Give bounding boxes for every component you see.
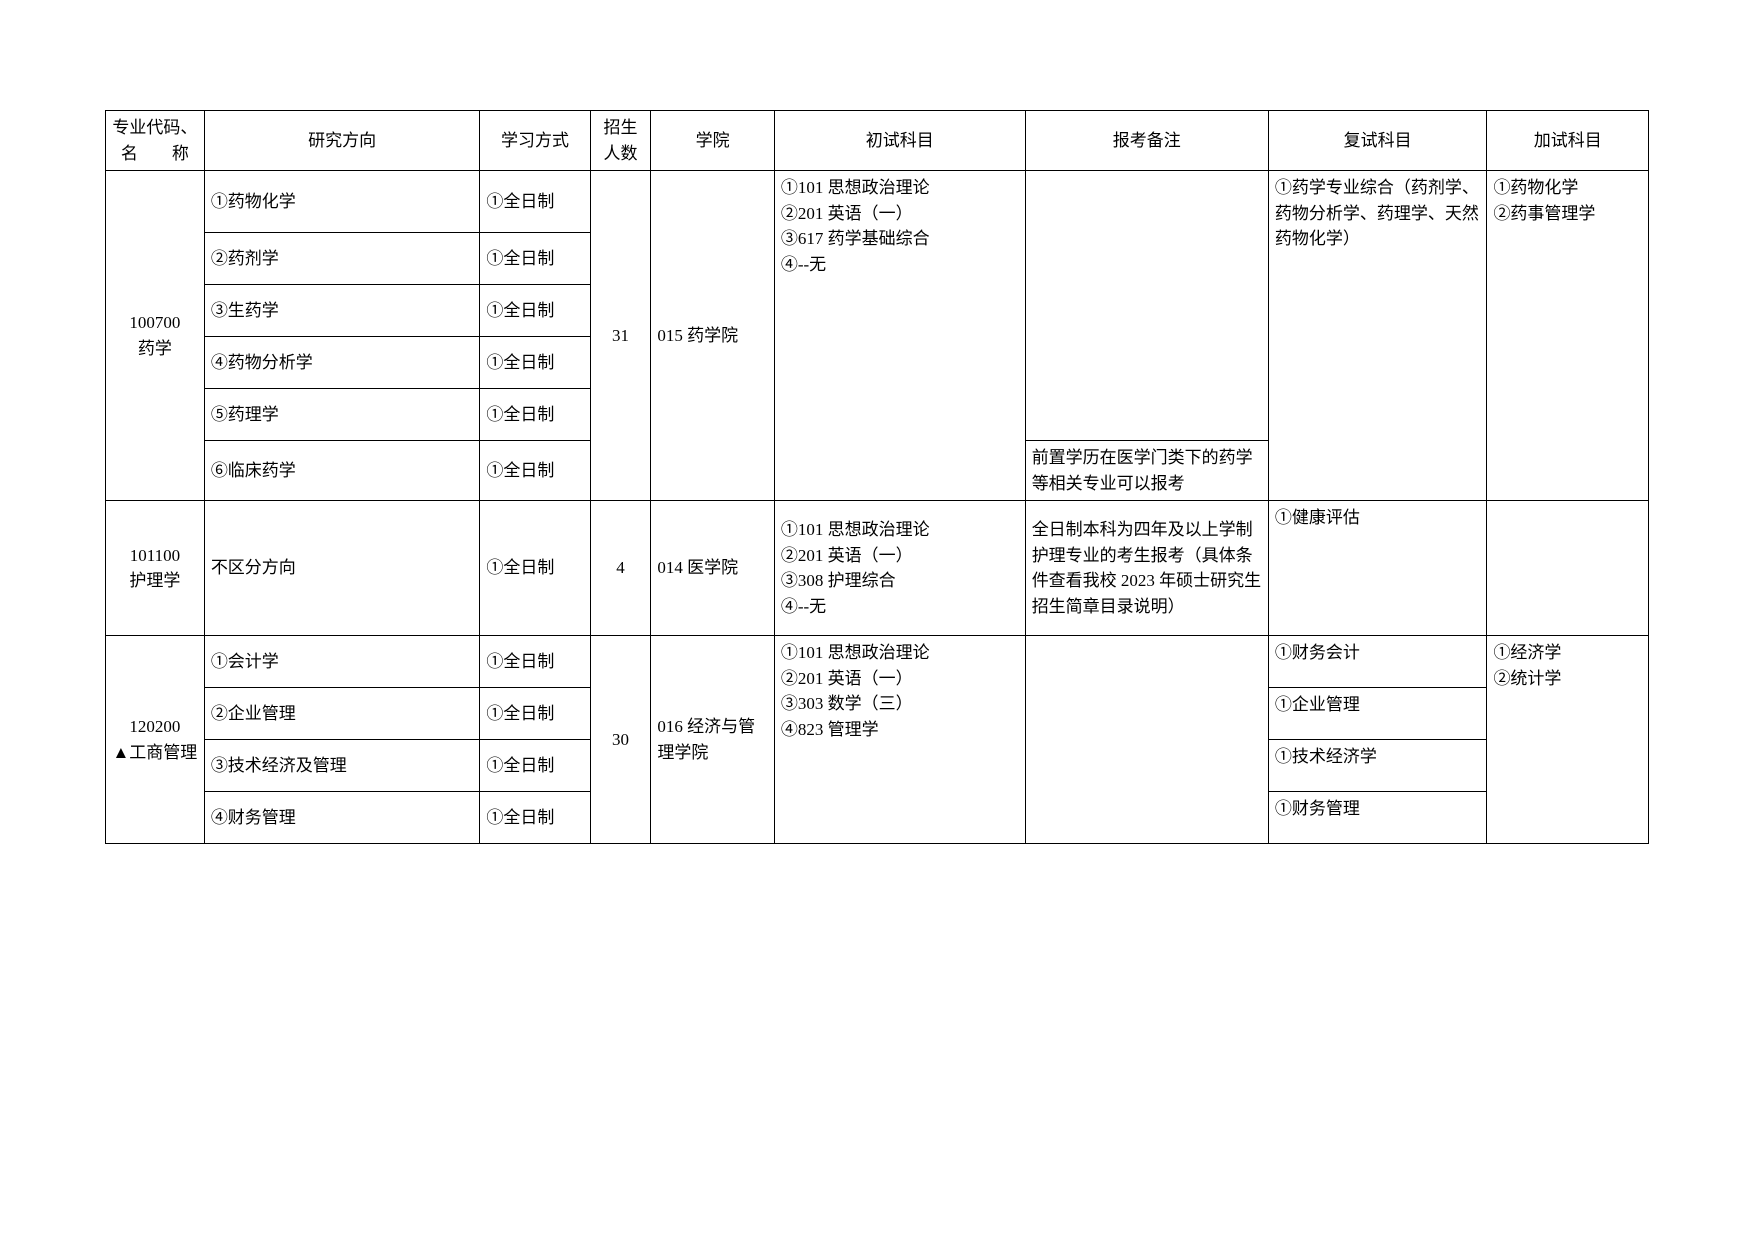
notes	[1025, 171, 1268, 441]
school: 016 经济与管理学院	[651, 636, 775, 844]
direction: ②药剂学	[204, 233, 480, 285]
h-mode: 学习方式	[480, 111, 590, 171]
direction: ①药物化学	[204, 171, 480, 233]
exam2: ①财务管理	[1268, 792, 1487, 844]
school: 014 医学院	[651, 501, 775, 636]
mode: ①全日制	[480, 233, 590, 285]
mode: ①全日制	[480, 688, 590, 740]
h-school: 学院	[651, 111, 775, 171]
mode: ①全日制	[480, 337, 590, 389]
quota: 31	[590, 171, 651, 501]
exam1: ①101 思想政治理论②201 英语（一）③308 护理综合④--无	[774, 501, 1025, 636]
h-exam1: 初试科目	[774, 111, 1025, 171]
exam2: ①财务会计	[1268, 636, 1487, 688]
exam2: ①技术经济学	[1268, 740, 1487, 792]
mode: ①全日制	[480, 285, 590, 337]
h-direction: 研究方向	[204, 111, 480, 171]
notes	[1025, 636, 1268, 844]
h-quota: 招生人数	[590, 111, 651, 171]
quota: 4	[590, 501, 651, 636]
mode: ①全日制	[480, 389, 590, 441]
table-row: 120200▲工商管理 ①会计学 ①全日制 30 016 经济与管理学院 ①10…	[106, 636, 1649, 688]
direction: ③生药学	[204, 285, 480, 337]
direction: ④药物分析学	[204, 337, 480, 389]
exam2: ①健康评估	[1268, 501, 1487, 636]
mode: ①全日制	[480, 501, 590, 636]
mode: ①全日制	[480, 636, 590, 688]
extra	[1487, 501, 1649, 636]
direction: 不区分方向	[204, 501, 480, 636]
school: 015 药学院	[651, 171, 775, 501]
header-row: 专业代码、名 称 研究方向 学习方式 招生人数 学院 初试科目 报考备注 复试科…	[106, 111, 1649, 171]
major-code: 120200▲工商管理	[106, 636, 205, 844]
direction: ②企业管理	[204, 688, 480, 740]
h-notes: 报考备注	[1025, 111, 1268, 171]
direction: ①会计学	[204, 636, 480, 688]
exam2: ①药学专业综合（药剂学、药物分析学、药理学、天然药物化学）	[1268, 171, 1487, 501]
direction: ⑥临床药学	[204, 441, 480, 501]
major-code: 101100护理学	[106, 501, 205, 636]
direction: ④财务管理	[204, 792, 480, 844]
extra: ①经济学②统计学	[1487, 636, 1649, 844]
h-code: 专业代码、名 称	[106, 111, 205, 171]
major-code: 100700药学	[106, 171, 205, 501]
exam2: ①企业管理	[1268, 688, 1487, 740]
h-exam2: 复试科目	[1268, 111, 1487, 171]
exam1: ①101 思想政治理论②201 英语（一）③303 数学（三）④823 管理学	[774, 636, 1025, 844]
direction: ⑤药理学	[204, 389, 480, 441]
table-row: 100700药学 ①药物化学 ①全日制 31 015 药学院 ①101 思想政治…	[106, 171, 1649, 233]
extra: ①药物化学②药事管理学	[1487, 171, 1649, 501]
mode: ①全日制	[480, 740, 590, 792]
notes: 前置学历在医学门类下的药学等相关专业可以报考	[1025, 441, 1268, 501]
h-extra: 加试科目	[1487, 111, 1649, 171]
table-row: 101100护理学 不区分方向 ①全日制 4 014 医学院 ①101 思想政治…	[106, 501, 1649, 636]
direction: ③技术经济及管理	[204, 740, 480, 792]
mode: ①全日制	[480, 792, 590, 844]
notes: 全日制本科为四年及以上学制护理专业的考生报考（具体条件查看我校 2023 年硕士…	[1025, 501, 1268, 636]
mode: ①全日制	[480, 441, 590, 501]
exam1: ①101 思想政治理论②201 英语（一）③617 药学基础综合④--无	[774, 171, 1025, 501]
admissions-table: 专业代码、名 称 研究方向 学习方式 招生人数 学院 初试科目 报考备注 复试科…	[105, 110, 1649, 844]
mode: ①全日制	[480, 171, 590, 233]
quota: 30	[590, 636, 651, 844]
